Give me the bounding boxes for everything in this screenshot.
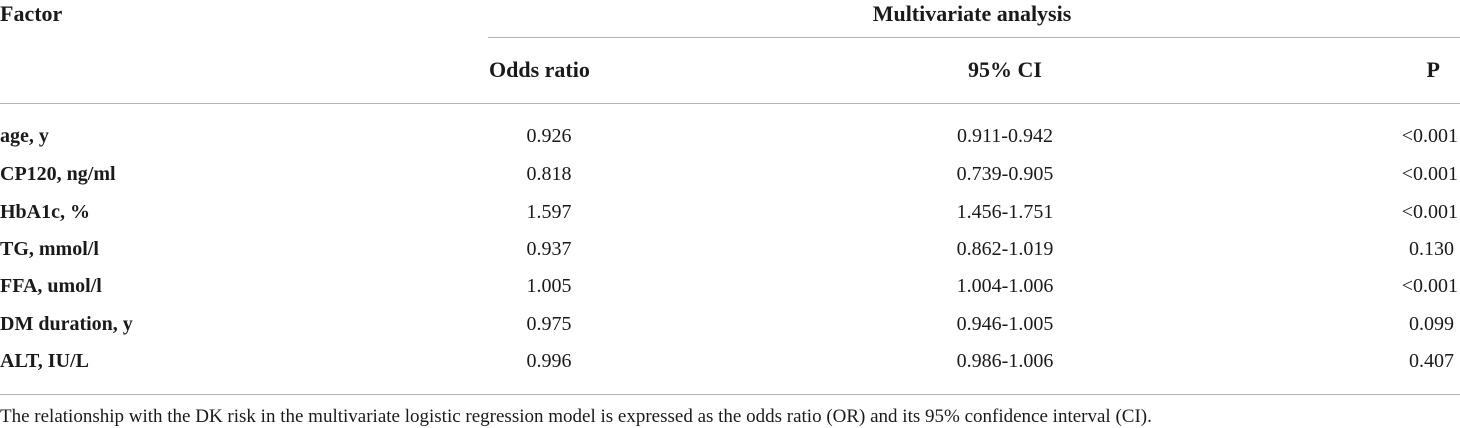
row-p: 0.130	[1409, 238, 1454, 260]
row-ci: 0.986-1.006	[956, 350, 1054, 372]
row-factor: CP120, ng/ml	[0, 163, 116, 185]
row-odds-ratio: 1.597	[526, 201, 572, 223]
header-factor: Factor	[0, 1, 63, 26]
table-bottom-rule	[0, 394, 1460, 395]
row-ci: 1.004-1.006	[956, 275, 1054, 297]
table-footnote: The relationship with the DK risk in the…	[0, 406, 1152, 427]
row-factor: age, y	[0, 125, 49, 147]
row-p: <0.001	[1401, 163, 1458, 185]
header-p: P	[1426, 57, 1440, 82]
row-factor: TG, mmol/l	[0, 238, 99, 260]
row-odds-ratio: 0.818	[526, 163, 572, 185]
row-factor: DM duration, y	[0, 313, 133, 335]
row-factor: FFA, umol/l	[0, 275, 102, 297]
row-p: <0.001	[1401, 201, 1458, 223]
row-p: <0.001	[1401, 125, 1458, 147]
header-multivariate-analysis: Multivariate analysis	[872, 1, 1072, 26]
header-95-ci: 95% CI	[968, 57, 1042, 82]
row-ci: 0.862-1.019	[956, 238, 1054, 260]
row-ci: 0.739-0.905	[956, 163, 1054, 185]
row-factor: ALT, IU/L	[0, 350, 89, 372]
row-ci: 0.946-1.005	[956, 313, 1054, 335]
row-odds-ratio: 1.005	[526, 275, 572, 297]
row-ci: 1.456-1.751	[956, 201, 1054, 223]
row-odds-ratio: 0.937	[526, 238, 572, 260]
row-odds-ratio: 0.975	[526, 313, 572, 335]
header-bottom-rule	[0, 103, 1460, 104]
row-odds-ratio: 0.926	[526, 125, 572, 147]
header-odds-ratio: Odds ratio	[489, 57, 590, 82]
row-p: 0.099	[1409, 313, 1454, 335]
row-odds-ratio: 0.996	[526, 350, 572, 372]
row-ci: 0.911-0.942	[957, 125, 1053, 147]
row-factor: HbA1c, %	[0, 201, 90, 223]
row-p: <0.001	[1401, 275, 1458, 297]
row-p: 0.407	[1409, 350, 1454, 372]
group-header-rule	[488, 37, 1460, 38]
